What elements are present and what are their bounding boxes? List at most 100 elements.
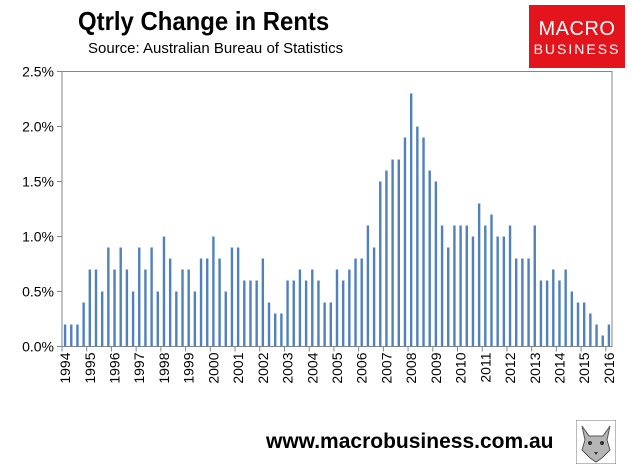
x-tick-label: 2013 xyxy=(527,352,543,383)
x-tick-label: 1997 xyxy=(131,352,147,383)
bar xyxy=(199,258,203,347)
bar xyxy=(341,280,345,347)
bar xyxy=(366,225,370,347)
bar xyxy=(416,126,419,347)
bar xyxy=(162,236,166,347)
bar xyxy=(459,225,462,347)
x-tick-label: 2011 xyxy=(477,352,493,382)
x-tick-label: 2005 xyxy=(329,352,345,383)
bar xyxy=(236,247,240,347)
bar xyxy=(515,258,518,347)
x-tick-label: 2004 xyxy=(304,352,320,383)
bar xyxy=(261,258,265,347)
bar xyxy=(150,247,153,347)
x-tick-label: 2001 xyxy=(230,352,246,383)
website-url[interactable]: www.macrobusiness.com.au xyxy=(266,430,554,453)
bar xyxy=(144,269,147,347)
bar xyxy=(354,258,357,347)
bar xyxy=(168,258,172,347)
bar xyxy=(576,302,580,347)
x-tick-label: 2014 xyxy=(551,352,567,383)
bar xyxy=(218,258,221,347)
bar xyxy=(545,280,549,347)
logo-line-1: MACRO xyxy=(538,18,616,40)
bar xyxy=(440,225,444,347)
x-tick-label: 2016 xyxy=(601,352,617,383)
bar xyxy=(527,258,530,347)
bar xyxy=(292,280,295,347)
bar xyxy=(329,302,333,347)
bar xyxy=(379,181,382,347)
bar xyxy=(348,269,351,347)
bar xyxy=(82,302,85,347)
bar xyxy=(224,291,227,347)
x-tick-label: 2012 xyxy=(502,352,518,383)
bar xyxy=(595,324,598,347)
bar xyxy=(502,236,506,347)
bar xyxy=(230,247,234,347)
bar xyxy=(360,258,363,347)
bar xyxy=(113,269,116,347)
bar xyxy=(286,280,289,347)
bar xyxy=(206,258,209,347)
bar xyxy=(76,324,79,347)
bar xyxy=(107,247,110,347)
bar xyxy=(311,269,314,347)
bar xyxy=(335,269,339,347)
bar xyxy=(453,225,456,347)
x-tick-label: 2009 xyxy=(428,352,444,383)
bar xyxy=(471,236,475,347)
bar xyxy=(496,236,499,347)
bar xyxy=(428,170,431,347)
bar xyxy=(391,159,394,347)
bar xyxy=(601,335,604,347)
bar xyxy=(558,280,561,347)
macro-business-logo[interactable]: MACRO BUSINESS xyxy=(529,5,625,68)
bar xyxy=(187,269,190,347)
bar xyxy=(119,247,122,347)
bar xyxy=(255,280,258,347)
bar xyxy=(175,291,178,347)
bar xyxy=(304,280,308,347)
bar xyxy=(94,269,98,347)
bar xyxy=(181,269,184,347)
x-tick-label: 2000 xyxy=(205,352,221,383)
bar xyxy=(156,291,159,347)
x-tick-label: 1998 xyxy=(156,352,172,383)
chart-subtitle: Source: Australian Bureau of Statistics xyxy=(88,40,344,57)
bar xyxy=(372,247,376,347)
y-tick-label: 2.0% xyxy=(22,119,54,135)
bar xyxy=(267,302,271,347)
bar xyxy=(100,291,104,347)
bar xyxy=(70,324,73,347)
bar xyxy=(385,170,388,347)
x-tick-label: 2008 xyxy=(403,352,419,383)
y-tick-label: 0.0% xyxy=(22,339,54,355)
bar xyxy=(243,280,246,347)
x-tick-label: 2007 xyxy=(378,352,394,383)
bar xyxy=(317,280,320,347)
bar xyxy=(422,137,425,347)
bar xyxy=(193,291,197,347)
bar xyxy=(484,225,487,347)
bar xyxy=(564,269,567,347)
bar xyxy=(570,291,574,347)
bar xyxy=(88,269,92,347)
logo-line-2: BUSINESS xyxy=(533,41,621,57)
x-tick-label: 2010 xyxy=(453,352,469,383)
bar xyxy=(539,280,543,347)
bar xyxy=(274,313,277,347)
x-tick-label: 2003 xyxy=(280,352,296,383)
bar xyxy=(131,291,135,347)
bar xyxy=(447,247,450,347)
x-tick-label: 2006 xyxy=(354,352,370,383)
bar xyxy=(434,181,438,347)
x-tick-label: 2015 xyxy=(576,352,592,383)
bar xyxy=(403,137,407,347)
x-tick-label: 1994 xyxy=(57,352,73,383)
x-axis: 1994 1995 1996 1997 1998 1999 2000 2001 2002 2003… xyxy=(57,346,617,384)
bar xyxy=(508,225,512,347)
x-tick-label: 1995 xyxy=(82,352,98,383)
bar xyxy=(397,159,400,347)
bar xyxy=(138,247,141,347)
